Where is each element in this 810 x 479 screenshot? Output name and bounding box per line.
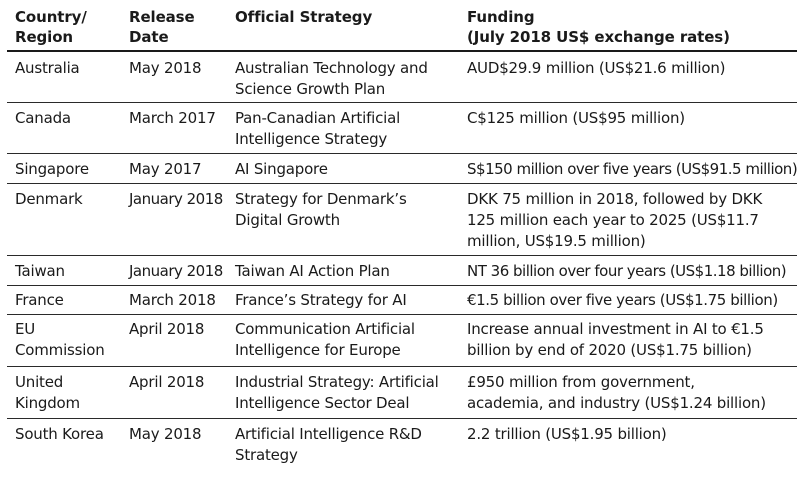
cell-funding: C$125 million (US$95 million) — [467, 109, 685, 127]
header-country: Country/ Region — [15, 8, 87, 46]
cell-strategy: France’s Strategy for AI — [235, 291, 407, 309]
row-divider — [7, 314, 797, 315]
row-divider — [7, 183, 797, 184]
header-funding: Funding (July 2018 US$ exchange rates) — [467, 8, 730, 46]
cell-funding: DKK 75 million in 2018, followed by DKK … — [467, 190, 763, 250]
cell-funding: 2.2 trillion (US$1.95 billion) — [467, 425, 667, 443]
header-official-strategy: Official Strategy — [235, 8, 373, 26]
cell-funding: Increase annual investment in AI to €1.5… — [467, 320, 764, 359]
header-divider — [7, 50, 797, 52]
row-divider — [7, 153, 797, 154]
row-divider — [7, 366, 797, 367]
cell-strategy: Strategy for Denmark’s Digital Growth — [235, 190, 407, 229]
cell-funding: AUD$29.9 million (US$21.6 million) — [467, 59, 726, 77]
cell-strategy: Australian Technology and Science Growth… — [235, 59, 428, 98]
cell-release-date: March 2018 — [129, 291, 216, 309]
cell-funding: €1.5 billion over five years (US$1.75 bi… — [467, 291, 778, 309]
cell-country: South Korea — [15, 425, 104, 443]
row-divider — [7, 102, 797, 103]
cell-country: Australia — [15, 59, 80, 77]
cell-release-date: April 2018 — [129, 373, 205, 391]
cell-funding: S$150 million over five years (US$91.5 m… — [467, 160, 798, 178]
cell-country: EU Commission — [15, 320, 105, 359]
row-divider — [7, 418, 797, 419]
row-divider — [7, 285, 797, 286]
cell-strategy: Industrial Strategy: Artificial Intellig… — [235, 373, 439, 412]
cell-country: Singapore — [15, 160, 89, 178]
cell-strategy: Artificial Intelligence R&D Strategy — [235, 425, 422, 464]
cell-strategy: Pan-Canadian Artificial Intelligence Str… — [235, 109, 401, 148]
cell-country: France — [15, 291, 64, 309]
cell-release-date: March 2017 — [129, 109, 216, 127]
cell-release-date: May 2017 — [129, 160, 202, 178]
cell-strategy: Taiwan AI Action Plan — [235, 262, 390, 280]
cell-release-date: April 2018 — [129, 320, 205, 338]
cell-funding: NT 36 billion over four years (US$1.18 b… — [467, 262, 787, 280]
cell-release-date: January 2018 — [129, 190, 223, 208]
cell-strategy: AI Singapore — [235, 160, 328, 178]
cell-country: United Kingdom — [15, 373, 80, 412]
header-release-date: Release Date — [129, 8, 195, 46]
cell-country: Denmark — [15, 190, 83, 208]
cell-release-date: May 2018 — [129, 59, 202, 77]
cell-release-date: January 2018 — [129, 262, 223, 280]
cell-country: Taiwan — [15, 262, 65, 280]
cell-release-date: May 2018 — [129, 425, 202, 443]
row-divider — [7, 255, 797, 256]
cell-strategy: Communication Artificial Intelligence fo… — [235, 320, 415, 359]
cell-funding: £950 million from government, academia, … — [467, 373, 766, 412]
cell-country: Canada — [15, 109, 71, 127]
